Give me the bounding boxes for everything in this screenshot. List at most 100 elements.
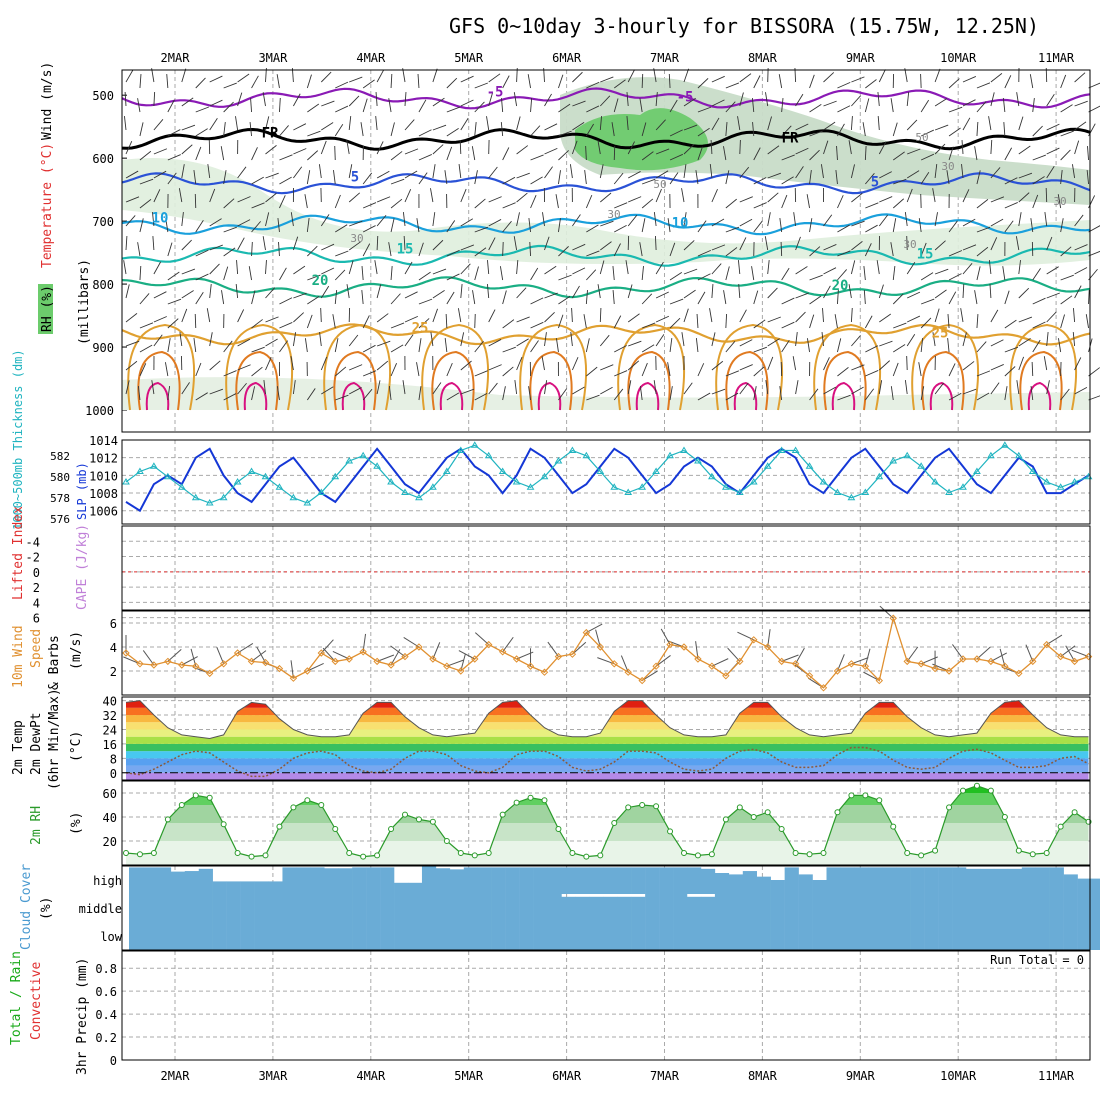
wind-barb bbox=[167, 298, 182, 305]
cloud-bar-low bbox=[840, 922, 855, 950]
ua-ytick-label: 600 bbox=[92, 152, 114, 166]
wind-barb bbox=[948, 220, 958, 233]
isotherm-30-loop bbox=[431, 350, 475, 411]
wind-barb bbox=[432, 97, 445, 107]
wind-barb bbox=[781, 297, 795, 305]
temp-ytick-label: 0 bbox=[110, 767, 117, 781]
wind-barb bbox=[865, 224, 878, 233]
wind-barb bbox=[628, 340, 642, 347]
wind-barb bbox=[446, 392, 460, 401]
wind-barb bbox=[390, 122, 395, 137]
isotherm-30-loop bbox=[529, 350, 573, 411]
temp-band bbox=[126, 765, 1089, 773]
wind-barb bbox=[639, 242, 643, 257]
thickness-point bbox=[219, 493, 228, 501]
wind-barb bbox=[585, 123, 595, 137]
wind-barb bbox=[530, 98, 533, 113]
wind-barb bbox=[710, 139, 713, 155]
wind-barb bbox=[920, 272, 934, 281]
wind-barb bbox=[404, 189, 412, 203]
cloud-bar-middle bbox=[756, 894, 771, 922]
wind-barb bbox=[851, 241, 863, 251]
wind-barb bbox=[779, 386, 783, 401]
cloud-bar-high bbox=[673, 867, 688, 894]
rh-shade-high bbox=[575, 108, 708, 171]
wind-barb bbox=[265, 116, 270, 131]
panel-frame-prec bbox=[121, 950, 1091, 1061]
wind-barb bbox=[335, 394, 349, 401]
wind-barb bbox=[404, 315, 418, 323]
wind-barb-10m bbox=[403, 637, 420, 648]
wind-barb bbox=[404, 261, 413, 275]
wind-barb bbox=[1060, 104, 1073, 113]
cloud-bar-high bbox=[840, 867, 855, 894]
wind-speed-point bbox=[512, 655, 521, 663]
wind-barb bbox=[837, 290, 839, 305]
wind-speed-point bbox=[945, 667, 953, 675]
wind-barb bbox=[375, 116, 378, 131]
isotherm-30-loop bbox=[137, 350, 181, 411]
wind-ytick-label: 4 bbox=[110, 641, 117, 655]
isotherm-line bbox=[121, 87, 1091, 110]
wind-barb bbox=[641, 266, 644, 281]
rh-point bbox=[834, 809, 841, 816]
rh-point bbox=[764, 809, 771, 816]
wind-barb bbox=[416, 362, 420, 377]
isotherm-35-loop bbox=[1027, 381, 1052, 411]
wind-barb bbox=[697, 127, 710, 137]
wind-barb bbox=[877, 92, 880, 107]
wind-barb bbox=[767, 316, 781, 323]
cloud-bar-high bbox=[324, 868, 339, 894]
cloud-bar-low bbox=[240, 922, 255, 950]
date-label-bottom: 5MAR bbox=[454, 1069, 484, 1083]
wind-barb bbox=[906, 119, 918, 131]
wind-barb bbox=[1074, 386, 1088, 395]
wind-barb-10m bbox=[952, 644, 964, 660]
ua-ylabel-temp: Temperature (°C) bbox=[40, 143, 55, 268]
wind-barb bbox=[444, 170, 448, 185]
wind-barb bbox=[1004, 220, 1014, 233]
cloud-bar-high bbox=[184, 871, 199, 894]
rh-ytick-label: 40 bbox=[103, 811, 117, 825]
wind-barb bbox=[879, 196, 893, 203]
wind-speed-point bbox=[205, 669, 214, 678]
wind-barb bbox=[321, 386, 334, 395]
cloud-bar-low bbox=[129, 922, 144, 950]
wind-barb bbox=[181, 308, 188, 323]
wind-barb bbox=[697, 78, 709, 89]
cloud-bar-low bbox=[714, 922, 730, 950]
wind-barb bbox=[376, 313, 389, 323]
wind-barb-10m bbox=[879, 605, 894, 619]
cloud-bar-middle bbox=[435, 894, 451, 922]
wind-barb bbox=[738, 284, 741, 299]
isotherm-30-loop bbox=[823, 350, 867, 411]
wind-barb bbox=[334, 269, 346, 281]
thickness-point bbox=[247, 467, 256, 474]
thickness-point bbox=[359, 451, 368, 459]
cloud-bar-low bbox=[449, 922, 465, 950]
temp-ylabel-2: 2m DewPt bbox=[29, 712, 44, 775]
cloud-bar-middle bbox=[1091, 894, 1100, 922]
wind-barb bbox=[586, 224, 599, 233]
wind-barb bbox=[530, 297, 544, 305]
wind-barb bbox=[599, 164, 604, 179]
wind-barb bbox=[335, 105, 349, 113]
wind-barb bbox=[753, 177, 767, 185]
wind-barb bbox=[739, 196, 753, 203]
cloud-bar-middle bbox=[1049, 894, 1064, 922]
wind-barb bbox=[697, 363, 705, 377]
thickness-point bbox=[987, 451, 995, 459]
wind-barb bbox=[948, 146, 954, 161]
thickness-point bbox=[122, 478, 130, 485]
wind-barb bbox=[376, 69, 385, 83]
wind-barb bbox=[404, 170, 418, 179]
cloud-bar-middle bbox=[840, 894, 855, 922]
rh-ylabel-unit: (%) bbox=[69, 812, 84, 835]
wind-barb bbox=[237, 382, 247, 395]
thickness-point bbox=[931, 478, 939, 485]
wind-barb bbox=[1018, 192, 1030, 203]
ua-ytick-label: 500 bbox=[92, 89, 114, 103]
ua-ytick-label: 900 bbox=[92, 341, 114, 355]
wind-barb bbox=[151, 380, 155, 395]
thickness-point bbox=[401, 488, 409, 495]
